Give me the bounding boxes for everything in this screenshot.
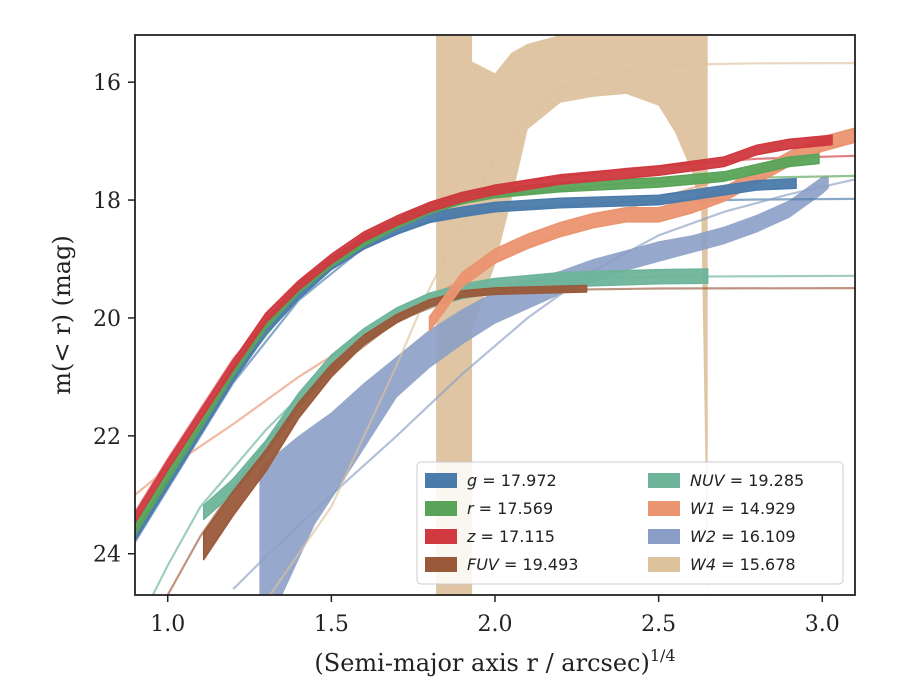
- y-tick-label: 18: [93, 189, 121, 214]
- w1-legend-label: W1 = 14.929: [690, 499, 796, 518]
- y-tick-label: 16: [93, 71, 121, 96]
- x-tick-label: 3.0: [805, 612, 840, 637]
- x-tick-label: 1.0: [150, 612, 185, 637]
- plot-area: [135, 35, 855, 595]
- w4-profile-band: [436, 35, 708, 595]
- w2-model-curve: [232, 178, 855, 590]
- w1-profile-band: [428, 127, 855, 332]
- x-axis: 1.0 1.5 2.0 2.5 3.0: [150, 595, 840, 637]
- w2-legend-label: W2 = 16.109: [690, 527, 796, 546]
- fuv-legend-swatch: [425, 557, 457, 572]
- x-tick-label: 2.5: [641, 612, 676, 637]
- y-tick-label: 20: [93, 307, 121, 332]
- nuv-legend-swatch: [648, 473, 680, 488]
- y-axis-title: m(< r) (mag): [48, 235, 76, 394]
- r-legend-label: r = 17.569: [467, 499, 553, 518]
- w4-legend-label: W4 = 15.678: [690, 555, 796, 574]
- z-legend-label: z = 17.115: [466, 527, 555, 546]
- fuv-profile-band: [202, 284, 588, 561]
- legend-box: [416, 461, 844, 585]
- w4-legend-swatch: [648, 557, 680, 572]
- x-axis-title: (Semi-major axis r / arcsec)1/4: [314, 646, 675, 677]
- g-legend-label: g = 17.972: [467, 471, 557, 490]
- x-tick-label: 1.5: [314, 612, 349, 637]
- r-legend-swatch: [425, 501, 457, 516]
- z-profile-band: [135, 134, 833, 524]
- w2-profile-band: [259, 176, 829, 595]
- fuv-legend-label: FUV = 19.493: [467, 555, 578, 574]
- nuv-legend-label: NUV = 19.285: [690, 471, 804, 490]
- z-legend-swatch: [425, 529, 457, 544]
- w4-model-curve: [268, 62, 855, 595]
- y-tick-label: 22: [93, 425, 121, 450]
- legend: g = 17.972 r = 17.569 z = 17.115 FUV = 19.4…: [416, 461, 844, 585]
- w2-legend-swatch: [648, 529, 680, 544]
- y-tick-label: 24: [93, 543, 121, 568]
- g-legend-swatch: [425, 473, 457, 488]
- w1-legend-swatch: [648, 501, 680, 516]
- y-axis: 16 18 20 22 24: [93, 71, 135, 568]
- x-tick-label: 2.0: [478, 612, 513, 637]
